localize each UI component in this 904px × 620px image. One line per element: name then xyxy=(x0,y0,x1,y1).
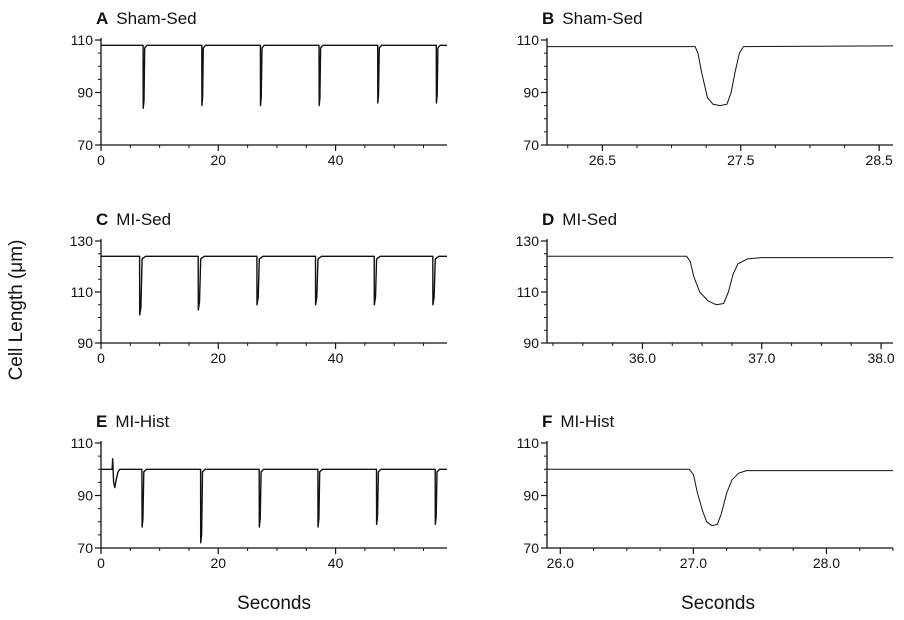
panel-d-ytick-label: 130 xyxy=(516,233,540,249)
panel-b-trace xyxy=(547,45,894,107)
panel-c-title: C MI-Sed xyxy=(96,210,171,229)
panel-a-name: Sham-Sed xyxy=(116,9,196,28)
panel-e-xtick-label: 0 xyxy=(97,555,105,571)
panel-b-xtick-label: 28.5 xyxy=(866,152,893,168)
panel-a-ytick-label: 90 xyxy=(77,85,93,101)
panel-f-name: MI-Hist xyxy=(560,412,614,431)
panel-c-trace xyxy=(101,255,447,316)
panel-e-letter: E xyxy=(96,412,107,431)
panel-a-ytick-label: 70 xyxy=(77,137,93,153)
panel-b-name: Sham-Sed xyxy=(562,9,642,28)
panel-c-ytick-label: 110 xyxy=(71,284,94,300)
panel-a-letter: A xyxy=(96,9,108,28)
panel-d-xtick-label: 37.0 xyxy=(748,350,775,366)
panel-d-title: D MI-Sed xyxy=(542,210,617,229)
x-axis-label-left: Seconds xyxy=(237,593,311,614)
panel-c-name: MI-Sed xyxy=(116,210,171,229)
panel-f-xtick-label: 28.0 xyxy=(813,555,840,571)
panel-d-xtick-label: 36.0 xyxy=(629,350,656,366)
panel-b-title: B Sham-Sed xyxy=(542,9,643,28)
panel-e-ytick-label: 90 xyxy=(77,488,93,504)
panel-f-ytick-label: 90 xyxy=(523,488,539,504)
panel-f-xtick-label: 27.0 xyxy=(680,555,707,571)
panel-e-ytick-label: 70 xyxy=(77,540,93,556)
panel-f-letter: F xyxy=(542,412,552,431)
panel-f-trace xyxy=(547,468,893,527)
panel-a-xtick-label: 40 xyxy=(328,152,344,168)
panel-c-ytick-label: 130 xyxy=(70,233,94,249)
panel-f-ytick-label: 70 xyxy=(523,540,539,556)
panel-e-xtick-label: 40 xyxy=(328,555,344,571)
y-axis-label-text: Cell Length (μm) xyxy=(6,239,27,381)
panel-e-xtick-label: 20 xyxy=(210,555,226,571)
panel-d-letter: D xyxy=(542,210,554,229)
panel-a-title: A Sham-Sed xyxy=(96,9,197,28)
panel-e-name: MI-Hist xyxy=(115,412,169,431)
panel-e-trace xyxy=(101,458,447,544)
panel-a-xtick-label: 20 xyxy=(210,152,226,168)
panel-f-title: F MI-Hist xyxy=(542,412,614,431)
panel-d-ytick-label: 90 xyxy=(523,335,539,351)
panel-c-xtick-label: 0 xyxy=(97,350,105,366)
panel-b-ytick-label: 70 xyxy=(523,137,539,153)
x-axis-label-right: Seconds xyxy=(681,593,755,614)
panel-f-xtick-label: 26.0 xyxy=(547,555,574,571)
panel-a-ytick-label: 110 xyxy=(71,32,94,48)
panel-d-ytick-label: 110 xyxy=(517,284,540,300)
panel-a-xtick-label: 0 xyxy=(97,152,105,168)
y-axis-label: Cell Length (μm) xyxy=(2,205,32,415)
panel-e-title: E MI-Hist xyxy=(96,412,169,431)
panel-b-letter: B xyxy=(542,9,554,28)
panel-d-name: MI-Sed xyxy=(562,210,617,229)
panel-d-xtick-label: 38.0 xyxy=(867,350,894,366)
panel-d-trace xyxy=(547,255,893,306)
panel-c-xtick-label: 20 xyxy=(210,350,226,366)
panel-b-xtick-label: 27.5 xyxy=(727,152,754,168)
panel-b-ytick-label: 90 xyxy=(523,85,539,101)
panel-b-ytick-label: 110 xyxy=(517,32,540,48)
panel-c-letter: C xyxy=(96,210,108,229)
panel-c-ytick-label: 90 xyxy=(77,335,93,351)
panel-b-xtick-label: 26.5 xyxy=(589,152,616,168)
panel-a-trace xyxy=(101,44,447,110)
panel-e-ytick-label: 110 xyxy=(71,435,94,451)
panel-c-xtick-label: 40 xyxy=(328,350,344,366)
panel-f-ytick-label: 110 xyxy=(517,435,540,451)
